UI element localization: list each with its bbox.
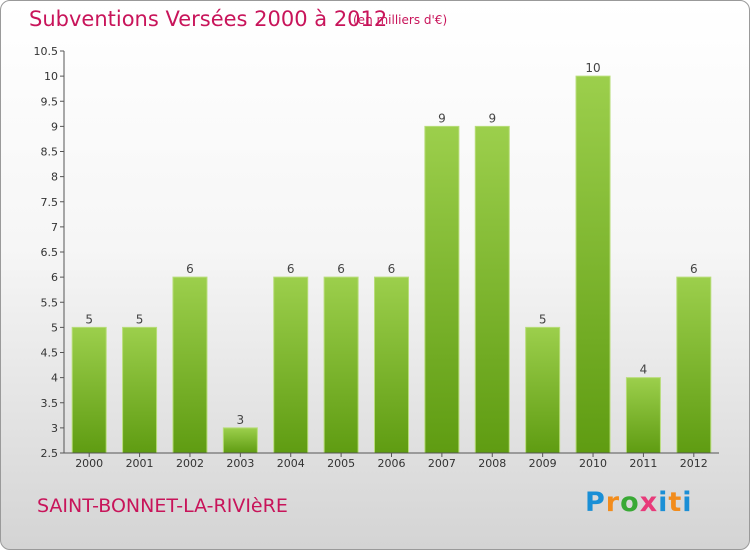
x-tick-label: 2003 xyxy=(226,457,254,470)
y-tick-label: 2.5 xyxy=(41,447,59,460)
bar-value-label: 9 xyxy=(488,111,496,125)
y-tick-label: 4.5 xyxy=(41,347,59,360)
bar-value-label: 10 xyxy=(585,61,600,75)
y-tick-label: 9 xyxy=(51,120,58,133)
y-tick-label: 6.5 xyxy=(41,246,59,259)
bar xyxy=(222,427,258,454)
x-tick-label: 2004 xyxy=(277,457,305,470)
chart-subtitle: (en milliers d'€) xyxy=(353,13,448,27)
y-tick-label: 9.5 xyxy=(41,95,59,108)
bar xyxy=(575,75,611,454)
x-tick-label: 2002 xyxy=(176,457,204,470)
bar xyxy=(172,276,208,454)
x-tick-label: 2000 xyxy=(75,457,103,470)
bar-value-label: 6 xyxy=(186,262,194,276)
y-tick-label: 3 xyxy=(51,422,58,435)
y-tick-label: 5 xyxy=(51,321,58,334)
x-tick-label: 2009 xyxy=(529,457,557,470)
bar xyxy=(323,276,359,454)
x-tick-label: 2012 xyxy=(680,457,708,470)
bar xyxy=(374,276,409,454)
logo-letter: i xyxy=(682,487,693,518)
y-tick-label: 3.5 xyxy=(41,397,59,410)
bar-value-label: 5 xyxy=(136,312,144,326)
bar xyxy=(525,326,561,454)
bar xyxy=(424,125,460,454)
logo-letter: i xyxy=(658,487,669,518)
y-tick-label: 6 xyxy=(51,271,58,284)
x-tick-label: 2010 xyxy=(579,457,607,470)
x-tick-label: 2001 xyxy=(126,457,154,470)
y-tick-label: 4 xyxy=(51,372,58,385)
logo-letter: x xyxy=(639,487,659,518)
bar-value-label: 4 xyxy=(640,363,648,377)
x-tick-label: 2006 xyxy=(378,457,406,470)
commune-name: SAINT-BONNET-LA-RIVIèRE xyxy=(37,495,288,517)
bar xyxy=(625,377,661,454)
y-tick-label: 7.5 xyxy=(41,196,59,209)
bar-value-label: 5 xyxy=(539,312,547,326)
y-tick-label: 10.5 xyxy=(34,45,59,58)
y-tick-label: 5.5 xyxy=(41,296,59,309)
y-tick-label: 7 xyxy=(51,221,58,234)
bar-value-label: 5 xyxy=(85,312,93,326)
logo-letter: r xyxy=(605,487,621,518)
bar xyxy=(273,276,309,454)
logo-letter: t xyxy=(668,487,683,518)
x-tick-label: 2011 xyxy=(629,457,657,470)
y-tick-label: 8 xyxy=(51,171,58,184)
bar-value-label: 6 xyxy=(690,262,698,276)
y-tick-label: 8.5 xyxy=(41,146,59,159)
logo-letter: o xyxy=(620,487,640,518)
bar-value-label: 3 xyxy=(237,413,245,427)
bar xyxy=(676,276,712,454)
x-tick-label: 2007 xyxy=(428,457,456,470)
bar xyxy=(474,125,510,454)
logo-letter: P xyxy=(585,487,606,518)
x-tick-label: 2008 xyxy=(478,457,506,470)
bar-value-label: 9 xyxy=(438,111,446,125)
y-tick-label: 10 xyxy=(44,70,58,83)
x-tick-label: 2005 xyxy=(327,457,355,470)
bar xyxy=(122,326,158,454)
bar-value-label: 6 xyxy=(388,262,396,276)
bar xyxy=(71,326,107,454)
proxiti-logo[interactable]: Proxiti xyxy=(585,487,693,518)
bar-value-label: 6 xyxy=(287,262,295,276)
chart-title: Subventions Versées 2000 à 2012 xyxy=(29,7,388,31)
bar-value-label: 6 xyxy=(337,262,345,276)
